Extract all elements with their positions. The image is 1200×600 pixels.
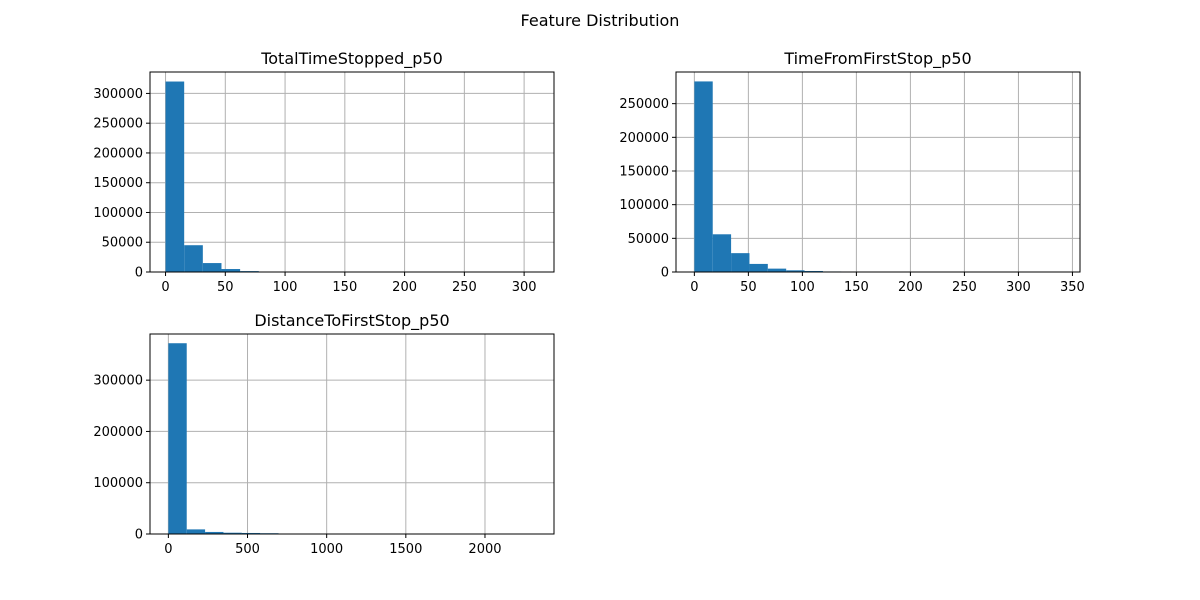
y-tick-label: 100000 — [93, 476, 143, 491]
histogram-total-time-stopped: 0 50 100 150 200 250 300 0 50000 100000 150000 2000… — [93, 49, 555, 295]
y-tick-label: 50000 — [102, 236, 143, 251]
x-tick-label: 300 — [512, 280, 537, 295]
histogram-distance-to-first-stop: 0 500 1000 1500 2000 0 100000 200000 300000 Dista… — [93, 311, 555, 557]
axis-title: TotalTimeStopped_p50 — [260, 49, 443, 69]
y-tick-label: 50000 — [628, 232, 669, 247]
y-tick-label: 200000 — [93, 425, 143, 440]
y-tick-label: 300000 — [93, 87, 143, 102]
axis-title: DistanceToFirstStop_p50 — [254, 311, 449, 331]
bars — [165, 81, 539, 273]
x-tick-label: 1500 — [389, 542, 422, 557]
histogram-bar — [186, 529, 206, 534]
y-tick-label: 300000 — [93, 374, 143, 389]
histogram-bar — [241, 532, 261, 534]
histogram-bar — [202, 263, 222, 272]
x-tick-label: 0 — [161, 280, 169, 295]
x-tick-label: 150 — [844, 280, 869, 295]
histogram-bar — [731, 253, 750, 272]
histogram-bar — [694, 81, 713, 272]
x-tick-label: 300 — [1006, 280, 1031, 295]
x-tick-label: 250 — [952, 280, 977, 295]
figure-title: Feature Distribution — [521, 11, 680, 30]
x-tick-label: 0 — [690, 280, 698, 295]
axis-title: TimeFromFirstStop_p50 — [783, 49, 971, 69]
bars — [694, 81, 1062, 272]
histogram-bar — [184, 245, 203, 272]
histogram-bar — [767, 268, 787, 272]
y-tick-label: 100000 — [93, 206, 143, 221]
x-tick-label: 200 — [392, 280, 417, 295]
grid — [150, 72, 554, 273]
y-tick-label: 100000 — [619, 198, 669, 213]
y-tick-label: 250000 — [93, 117, 143, 132]
histogram-bar — [712, 234, 732, 272]
x-tick-label: 50 — [740, 280, 757, 295]
x-tick-label: 50 — [217, 280, 234, 295]
bars — [168, 343, 536, 534]
y-tick-label: 0 — [135, 528, 143, 543]
histogram-bar — [221, 269, 241, 272]
histogram-time-from-first-stop: 0 50 100 150 200 250 300 350 0 50000 100000 150000 2… — [619, 49, 1084, 295]
grid — [676, 72, 1080, 273]
y-tick-label: 0 — [135, 266, 143, 281]
x-tick-label: 200 — [898, 280, 923, 295]
y-tick-label: 250000 — [619, 97, 669, 112]
axes-frame — [149, 71, 555, 273]
histogram-bar — [786, 270, 805, 272]
x-tick-label: 100 — [273, 280, 298, 295]
histogram-bar — [749, 263, 768, 272]
y-tick-label: 0 — [661, 266, 669, 281]
histogram-bar — [165, 81, 185, 273]
x-tick-label: 250 — [452, 280, 477, 295]
y-tick-label: 200000 — [619, 131, 669, 146]
y-tick-label: 200000 — [93, 146, 143, 161]
y-tick-label: 150000 — [93, 176, 143, 191]
x-tick-label: 2000 — [468, 542, 501, 557]
histogram-bar — [804, 270, 823, 272]
x-tick-label: 150 — [332, 280, 357, 295]
axes-frame — [675, 71, 1081, 273]
histogram-bar — [223, 532, 242, 534]
x-tick-label: 350 — [1060, 280, 1085, 295]
histogram-bar — [168, 343, 187, 534]
y-tick-label: 150000 — [619, 164, 669, 179]
x-tick-label: 1000 — [310, 542, 343, 557]
x-tick-label: 500 — [235, 542, 260, 557]
grid — [150, 334, 554, 535]
x-tick-label: 100 — [790, 280, 815, 295]
x-tick-label: 0 — [164, 542, 172, 557]
histogram-bar — [205, 531, 224, 534]
axes-frame — [149, 333, 555, 535]
